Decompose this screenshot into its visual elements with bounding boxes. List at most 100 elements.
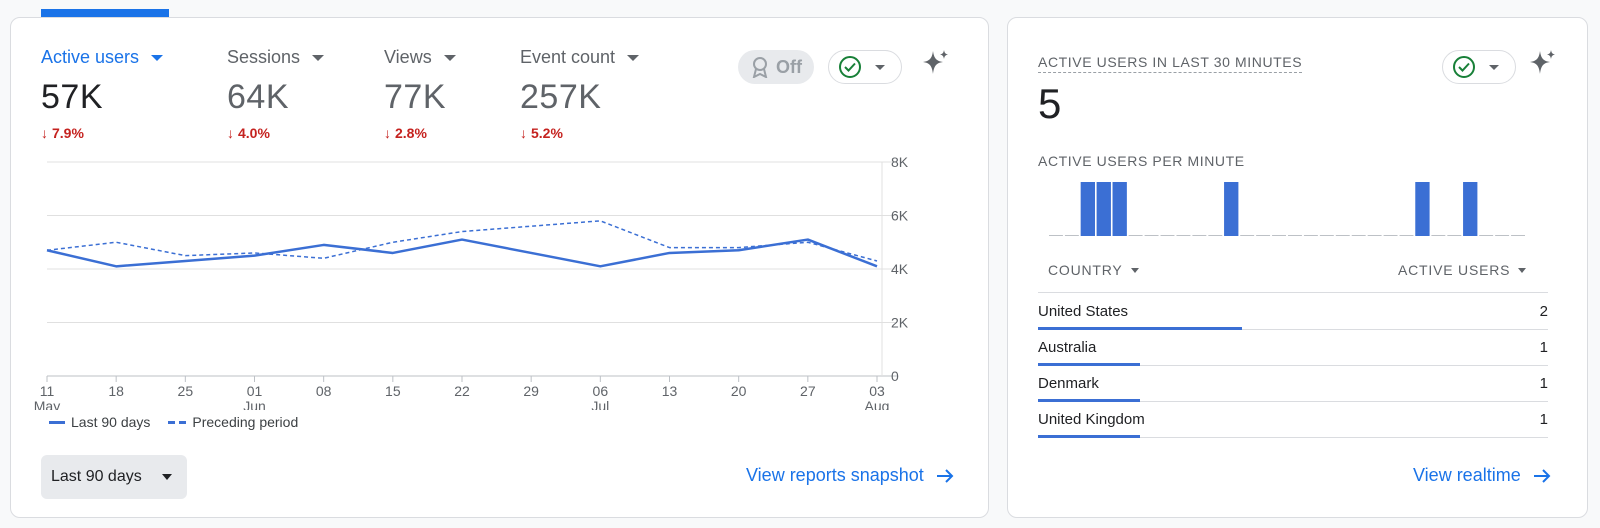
x-tick-label: 27 [800,383,816,399]
link-label: View reports snapshot [746,465,924,485]
data-quality-dropdown[interactable] [828,50,902,84]
share-bar [1038,327,1242,330]
y-tick-label: 4K [891,261,909,277]
legend-item-preceding-period: Preceding period [168,414,298,430]
arrow-right-icon [1533,468,1551,483]
arrow-down-icon: ↓ [227,125,234,141]
country-name: Denmark [1038,375,1099,392]
metric-value: 64K [227,78,289,116]
sparkle-icon[interactable] [921,48,951,78]
caret-down-icon [875,64,885,70]
realtime-card: ACTIVE USERS IN LAST 30 MINUTES 5 ACTIVE… [1007,17,1588,518]
x-tick-label: 18 [108,383,124,399]
share-bar [1038,399,1140,402]
x-tick-label: 13 [662,383,678,399]
minute-bar [1224,182,1239,236]
insights-toggle[interactable]: Off [738,50,814,84]
metric-event-count[interactable]: Event count 257K ↓ 5.2% [520,47,640,141]
y-tick-label: 0 [891,368,899,384]
row-divider [1038,401,1548,402]
arrow-down-icon: ↓ [384,125,391,141]
per-minute-label: ACTIVE USERS PER MINUTE [1038,153,1245,169]
table-row: Australia 1 [1038,330,1548,366]
country-active-users: 2 [1539,303,1548,320]
table-header-divider [1038,292,1548,293]
ribbon-icon [752,57,768,78]
minute-bar [1080,182,1095,236]
country-column-header[interactable]: COUNTRY [1048,262,1139,278]
x-tick-label: 22 [454,383,470,399]
legend-item-last-90-days: Last 90 days [49,414,150,430]
x-tick-label: 29 [523,383,539,399]
x-tick-month-label: Jun [243,398,266,410]
overview-card: Active users 57K ↓ 7.9% Sessions 64K ↓ 4.0… [10,17,989,518]
table-row: United States 2 [1038,294,1548,330]
data-quality-dropdown[interactable] [1442,50,1516,84]
x-tick-label: 11 [40,383,55,399]
x-tick-label: 15 [385,383,401,399]
caret-down-icon [1130,267,1139,273]
x-tick-label: 25 [178,383,194,399]
x-tick-label: 08 [316,383,332,399]
caret-down-icon [443,54,456,61]
check-circle-icon [839,56,861,78]
metric-label: Event count [520,47,616,67]
metric-label: Views [384,47,432,67]
table-row: Denmark 1 [1038,366,1548,402]
metric-sessions[interactable]: Sessions 64K ↓ 4.0% [227,47,325,141]
metric-views[interactable]: Views 77K ↓ 2.8% [384,47,456,141]
country-active-users: 1 [1539,339,1548,356]
minute-bar [1112,182,1127,236]
row-divider [1038,365,1548,366]
minute-bar [1415,182,1430,236]
date-range-label: Last 90 days [51,468,142,485]
solid-line-swatch [49,420,65,424]
caret-down-icon [1518,267,1527,273]
country-name: United States [1038,303,1129,320]
metric-label: Active users [41,47,140,67]
x-tick-month-label: Jul [591,398,609,410]
minute-bar [1096,182,1111,236]
caret-down-icon [1489,64,1499,70]
x-tick-month-label: Aug [865,398,890,410]
chart-legend: Last 90 days Preceding period [49,414,298,430]
metric-label: Sessions [227,47,301,67]
view-realtime-link[interactable]: View realtime [1413,465,1551,486]
caret-down-icon [627,54,640,61]
x-tick-month-label: May [34,398,60,410]
toggle-label: Off [776,56,802,77]
legend-label: Preceding period [192,414,299,430]
country-active-users: 1 [1539,411,1548,428]
check-circle-icon [1453,56,1475,78]
arrow-down-icon: ↓ [520,125,527,141]
column-header-label: COUNTRY [1048,262,1123,278]
sparkle-icon[interactable] [1528,48,1558,78]
date-range-dropdown[interactable]: Last 90 days [41,455,187,499]
metric-value: 77K [384,78,446,116]
x-tick-label: 06 [593,383,609,399]
view-reports-snapshot-link[interactable]: View reports snapshot [746,465,954,486]
metric-delta: 4.0% [238,125,270,141]
active-users-column-header[interactable]: ACTIVE USERS [1398,262,1527,278]
table-row: United Kingdom 1 [1038,402,1548,438]
country-name: Australia [1038,339,1097,356]
arrow-down-icon: ↓ [41,125,48,141]
caret-down-icon [312,54,325,61]
x-tick-label: 20 [731,383,747,399]
realtime-value: 5 [1038,80,1062,127]
y-tick-label: 8K [891,154,909,170]
arrow-right-icon [936,468,954,483]
country-name: United Kingdom [1038,411,1145,428]
per-minute-bar-chart [1049,182,1525,236]
metric-delta: 5.2% [531,125,563,141]
link-label: View realtime [1413,465,1521,485]
realtime-title[interactable]: ACTIVE USERS IN LAST 30 MINUTES [1038,54,1303,73]
share-bar [1038,435,1140,438]
country-active-users: 1 [1539,375,1548,392]
y-tick-label: 2K [891,315,909,331]
dashed-line-swatch [168,420,187,424]
x-tick-label: 03 [869,383,885,399]
y-tick-label: 6K [891,208,909,224]
metric-active-users[interactable]: Active users 57K ↓ 7.9% [41,47,164,141]
caret-down-icon [151,54,164,61]
